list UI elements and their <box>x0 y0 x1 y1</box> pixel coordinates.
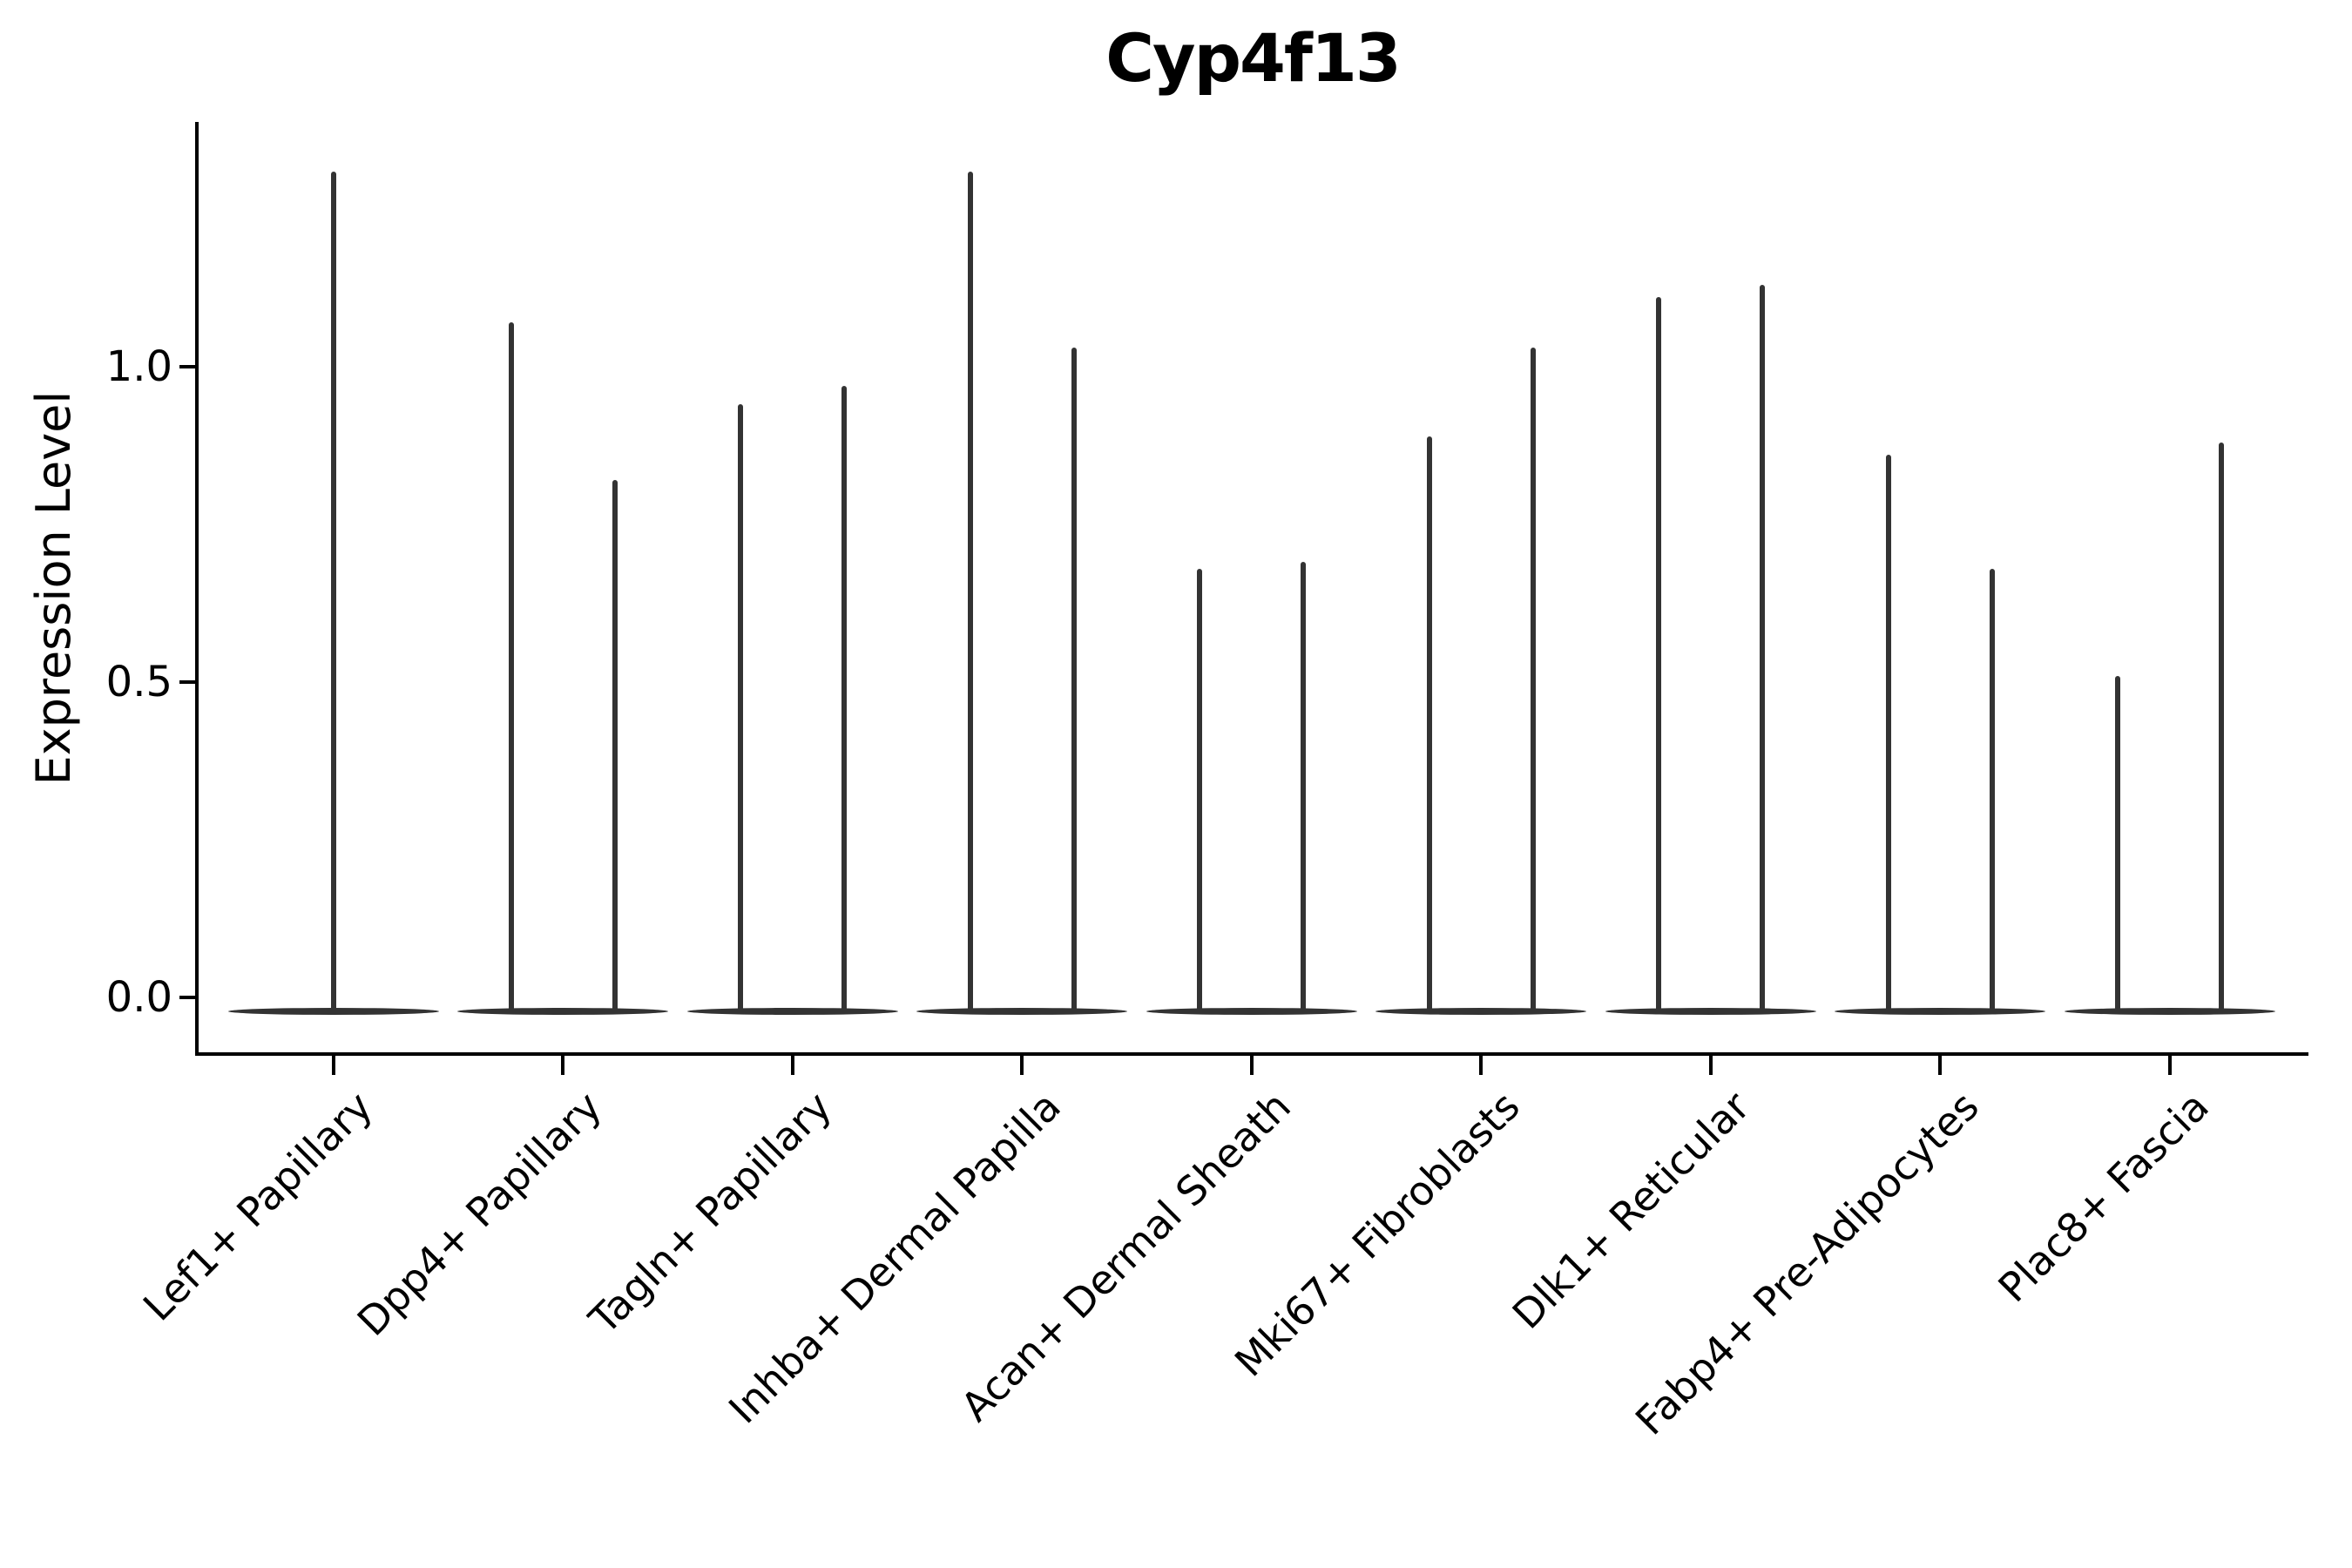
violin-spike <box>841 385 847 1014</box>
violin-spike <box>2115 675 2120 1014</box>
violin-spike <box>1656 297 1661 1014</box>
chart-title: Cyp4f13 <box>1105 19 1401 97</box>
x-tick <box>1020 1056 1024 1075</box>
x-tick <box>1249 1056 1254 1075</box>
y-tick-label: 0.0 <box>105 973 172 1022</box>
violin-spike <box>1989 568 1995 1014</box>
violin-spike <box>738 404 743 1014</box>
violin-base <box>916 1008 1127 1015</box>
violin-base <box>1375 1008 1586 1015</box>
x-tick <box>2167 1056 2172 1075</box>
violin-base <box>457 1008 668 1015</box>
x-tick <box>790 1056 794 1075</box>
violin-spike <box>967 171 973 1014</box>
y-tick-label: 0.5 <box>105 658 172 706</box>
violin-spike <box>1301 562 1306 1014</box>
y-tick <box>179 680 195 684</box>
violin-spike <box>612 480 618 1014</box>
x-tick <box>331 1056 335 1075</box>
violin-spike <box>1197 568 1202 1014</box>
violin-spike <box>1426 436 1432 1014</box>
x-axis-spine <box>195 1052 2308 1056</box>
violin-spike <box>1885 455 1891 1014</box>
violin-spike <box>1530 348 1536 1014</box>
x-tick <box>1708 1056 1713 1075</box>
violin-spike <box>330 171 336 1014</box>
y-tick-label: 1.0 <box>105 342 172 391</box>
x-tick <box>1479 1056 1483 1075</box>
violin-base <box>2064 1008 2275 1015</box>
violin-base <box>686 1008 898 1015</box>
violin-spike <box>1071 348 1077 1014</box>
violin-spike <box>1760 284 1765 1014</box>
violin-spike <box>508 322 514 1014</box>
violin-base <box>1835 1008 2045 1015</box>
violin-base <box>1146 1008 1357 1015</box>
y-tick <box>179 365 195 368</box>
x-tick <box>1938 1056 1942 1075</box>
violin-base <box>1605 1008 1816 1015</box>
y-tick <box>179 996 195 999</box>
x-tick <box>561 1056 564 1075</box>
violin-spike <box>2219 442 2224 1014</box>
y-axis-spine <box>195 122 199 1056</box>
